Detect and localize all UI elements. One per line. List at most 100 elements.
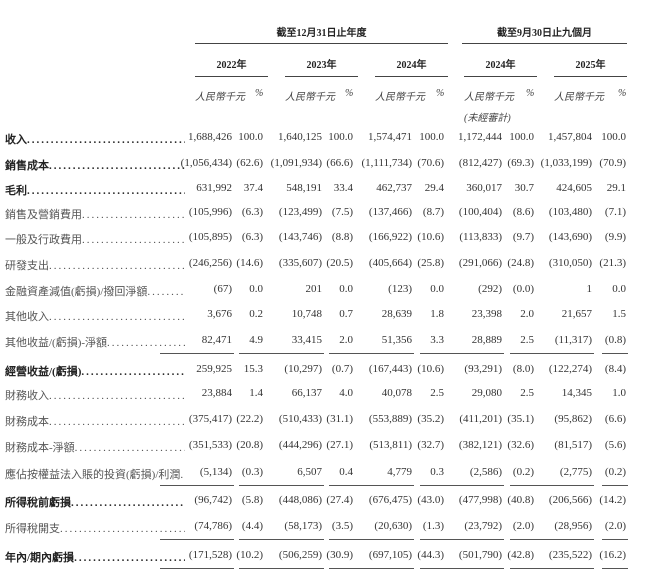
percent-cell: 2.5 <box>520 334 534 346</box>
underline <box>250 568 324 569</box>
amount-cell: (448,086) <box>278 494 322 506</box>
unit-amount: 人民幣千元 <box>554 92 604 103</box>
dot-leader: ........................................… <box>60 523 185 535</box>
dot-leader: ........................................… <box>107 337 185 349</box>
amount-cell: 28,639 <box>381 308 412 320</box>
amount-cell: (1,091,934) <box>270 157 322 169</box>
row-label-text: 銷售及營銷費用 <box>5 209 82 221</box>
amount-cell: (291,066) <box>458 257 502 269</box>
row-label-text: 財務成本 <box>5 416 49 428</box>
amount-cell: (510,433) <box>278 413 322 425</box>
unit-amount: 人民幣千元 <box>195 92 245 103</box>
percent-cell: (25.8) <box>417 257 444 269</box>
dot-leader: ........................................… <box>180 469 185 481</box>
percent-cell: (0.8) <box>604 334 626 346</box>
percent-cell: (8.4) <box>604 363 626 375</box>
amount-cell: 424,605 <box>556 182 592 194</box>
amount-cell: (11,317) <box>554 334 592 346</box>
underline <box>602 539 628 540</box>
amount-cell: (676,475) <box>368 494 412 506</box>
amount-cell: (697,105) <box>368 549 412 561</box>
amount-cell: (137,466) <box>368 206 412 218</box>
amount-cell: (351,533) <box>188 439 232 451</box>
amount-cell: (10,297) <box>284 363 322 375</box>
amount-cell: 66,137 <box>291 387 322 399</box>
unit-percent: % <box>436 88 445 99</box>
amount-cell: (310,050) <box>548 257 592 269</box>
row-label-text: 毛利 <box>5 185 27 197</box>
percent-cell: (42.8) <box>507 549 534 561</box>
underline <box>602 568 628 569</box>
percent-cell: 100.0 <box>238 131 263 143</box>
percent-cell: (10.6) <box>417 363 444 375</box>
row-label: 其他收益/(虧損)-淨額............................… <box>5 334 185 350</box>
amount-cell: 51,356 <box>381 334 412 346</box>
underline <box>250 539 324 540</box>
percent-cell: (2.0) <box>604 520 626 532</box>
dot-leader: ........................................… <box>147 286 185 298</box>
amount-cell: (93,291) <box>464 363 502 375</box>
header-year: 2023年 <box>306 60 337 71</box>
percent-cell: (0.7) <box>331 363 353 375</box>
amount-cell: (553,889) <box>368 413 412 425</box>
percent-cell: 2.5 <box>520 387 534 399</box>
underline <box>340 539 414 540</box>
underline <box>340 485 414 486</box>
percent-cell: 0.7 <box>339 308 353 320</box>
row-label-text: 銷售成本 <box>5 160 49 172</box>
percent-cell: 0.0 <box>249 283 263 295</box>
underline <box>520 539 594 540</box>
amount-cell: (171,528) <box>188 549 232 561</box>
dot-leader: ........................................… <box>49 260 185 272</box>
amount-cell: 360,017 <box>466 182 502 194</box>
underline <box>340 353 414 354</box>
amount-cell: (81,517) <box>554 439 592 451</box>
amount-cell: 28,889 <box>471 334 502 346</box>
row-label: 年內/期內虧損.................................… <box>5 549 185 565</box>
header-year: 2022年 <box>216 60 247 71</box>
dot-leader: ........................................… <box>74 552 185 564</box>
amount-cell: 23,398 <box>471 308 502 320</box>
amount-cell: (444,296) <box>278 439 322 451</box>
divider <box>285 76 358 77</box>
row-label: 財務成本....................................… <box>5 413 185 429</box>
row-label: 應佔按權益法入賬的投資(虧損)/利潤......................… <box>5 466 185 482</box>
row-label: 財務收入....................................… <box>5 387 185 403</box>
amount-cell: 14,345 <box>561 387 592 399</box>
percent-cell: (32.6) <box>507 439 534 451</box>
row-label-text: 其他收入 <box>5 311 49 323</box>
row-label: 銷售及營銷費用.................................… <box>5 206 185 222</box>
unit-percent: % <box>255 88 264 99</box>
underline <box>430 539 504 540</box>
amount-cell: (105,895) <box>188 231 232 243</box>
percent-cell: (10.6) <box>417 231 444 243</box>
amount-cell: (246,256) <box>188 257 232 269</box>
percent-cell: (70.9) <box>599 157 626 169</box>
amount-cell: 1,457,804 <box>548 131 592 143</box>
amount-cell: (477,998) <box>458 494 502 506</box>
amount-cell: 1,640,125 <box>278 131 322 143</box>
dot-leader: ........................................… <box>27 185 185 197</box>
amount-cell: (513,811) <box>369 439 412 451</box>
header-year-group: 截至12月31日止年度 <box>276 28 367 39</box>
amount-cell: 21,657 <box>561 308 592 320</box>
row-label: 一般及行政費用.................................… <box>5 231 185 247</box>
percent-cell: 4.9 <box>249 334 263 346</box>
unit-amount: 人民幣千元 <box>285 92 335 103</box>
percent-cell: (24.8) <box>507 257 534 269</box>
underline <box>520 568 594 569</box>
row-label: 財務成本-淨額.................................… <box>5 439 185 455</box>
amount-cell: (96,742) <box>194 494 232 506</box>
percent-cell: (20.8) <box>236 439 263 451</box>
row-label-text: 一般及行政費用 <box>5 234 82 246</box>
percent-cell: 0.2 <box>249 308 263 320</box>
underline <box>160 353 234 354</box>
dot-leader: ........................................… <box>71 497 185 509</box>
underline <box>160 568 234 569</box>
amount-cell: 1,574,471 <box>368 131 412 143</box>
amount-cell: 548,191 <box>286 182 322 194</box>
row-label: 收入......................................… <box>5 131 185 147</box>
row-label: 銷售成本....................................… <box>5 157 185 173</box>
percent-cell: (14.2) <box>599 494 626 506</box>
